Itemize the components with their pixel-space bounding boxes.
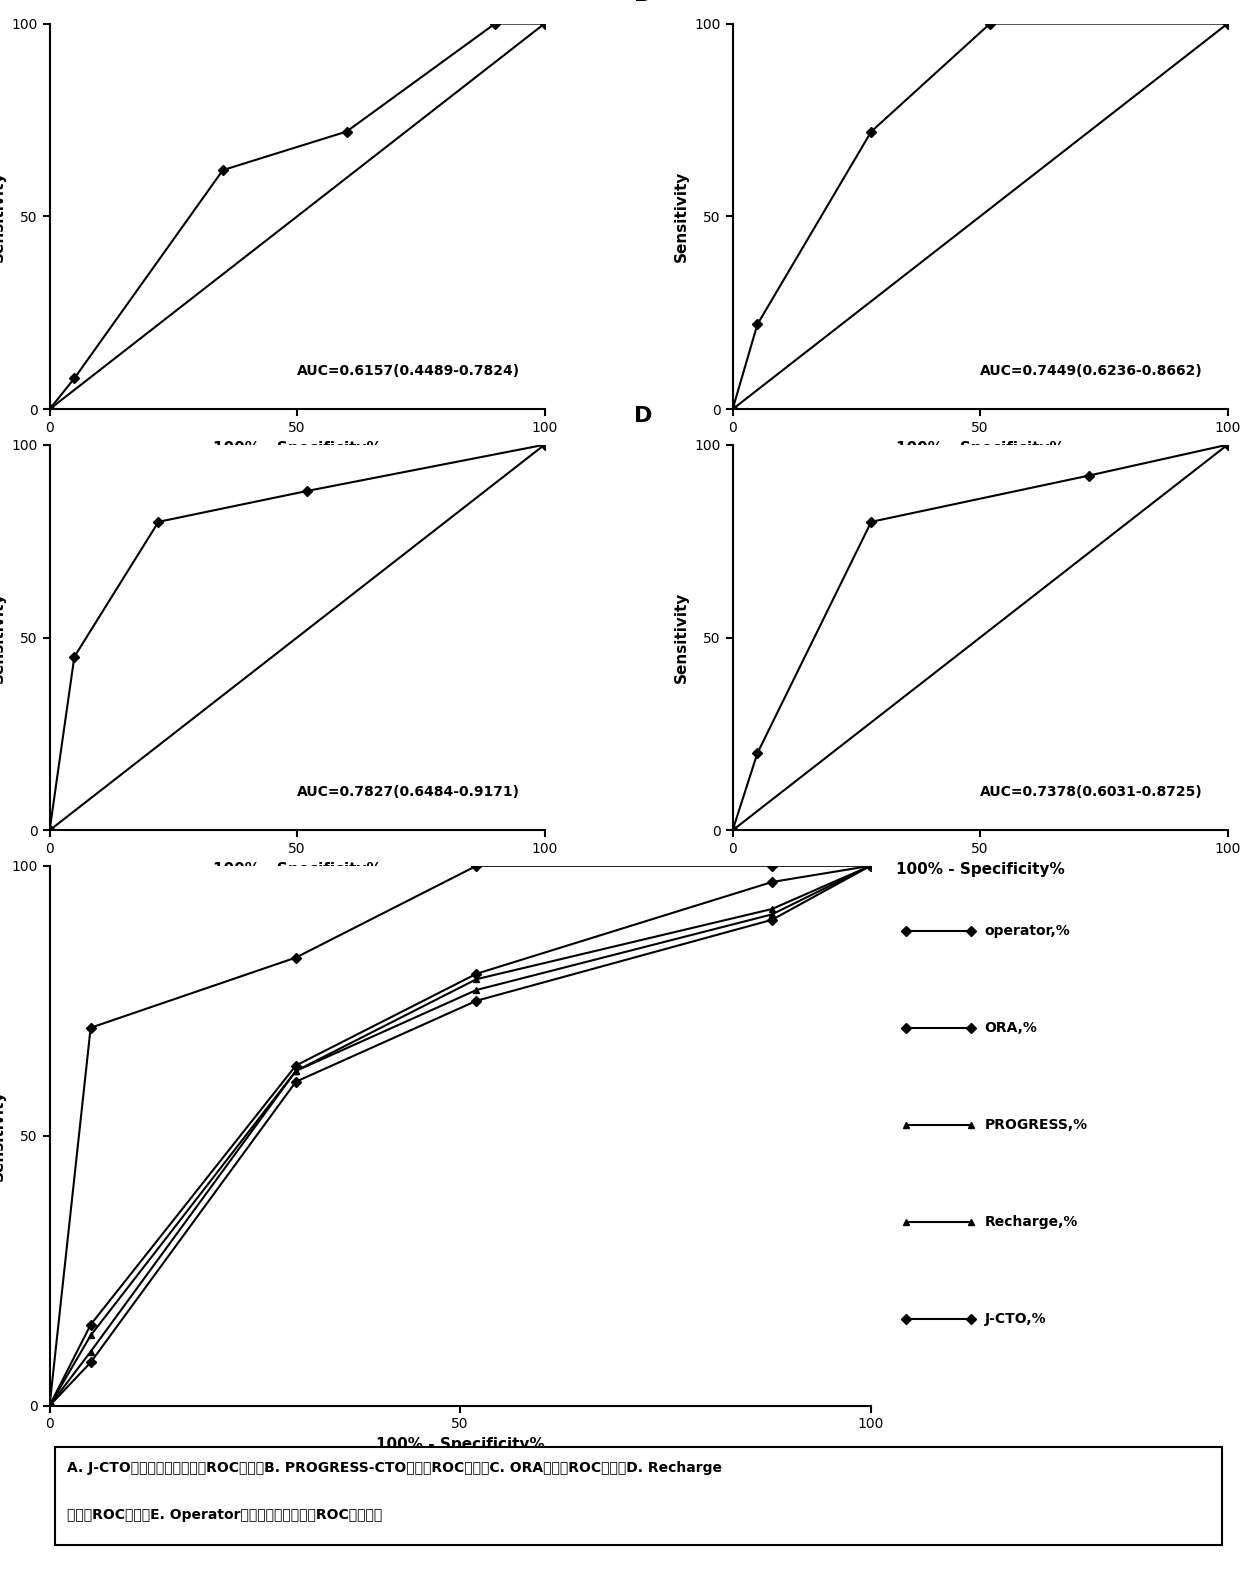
X-axis label: 100% - Specificity%: 100% - Specificity% [213, 441, 382, 455]
Y-axis label: Sensitivity: Sensitivity [673, 170, 689, 263]
Y-axis label: Sensitivity: Sensitivity [0, 592, 6, 683]
Y-axis label: Sensitivity: Sensitivity [673, 592, 689, 683]
Y-axis label: Sensitivity: Sensitivity [0, 170, 6, 263]
Text: B: B [634, 0, 651, 5]
Text: ORA,%: ORA,% [985, 1022, 1038, 1034]
X-axis label: 100% - Specificity%: 100% - Specificity% [895, 861, 1064, 877]
Text: operator,%: operator,% [985, 924, 1070, 938]
Text: A. J-CTO评分预测技术成功的ROC曲线；B. PROGRESS-CTO评分的ROC曲线；C. ORA评分的ROC曲线；D. Recharge: A. J-CTO评分预测技术成功的ROC曲线；B. PROGRESS-CTO评分… [67, 1461, 722, 1475]
Text: AUC=0.6157(0.4489-0.7824): AUC=0.6157(0.4489-0.7824) [298, 364, 521, 378]
Text: J-CTO,%: J-CTO,% [985, 1313, 1047, 1327]
X-axis label: 100% - Specificity%: 100% - Specificity% [213, 861, 382, 877]
Text: Recharge,%: Recharge,% [985, 1215, 1078, 1229]
Y-axis label: Sensitivity: Sensitivity [0, 1091, 6, 1182]
Text: AUC=0.7449(0.6236-0.8662): AUC=0.7449(0.6236-0.8662) [980, 364, 1203, 378]
Text: AUC=0.7827(0.6484-0.9171): AUC=0.7827(0.6484-0.9171) [298, 785, 520, 800]
Text: AUC=0.7378(0.6031-0.8725): AUC=0.7378(0.6031-0.8725) [980, 785, 1203, 800]
Text: D: D [634, 406, 652, 427]
Text: PROGRESS,%: PROGRESS,% [985, 1118, 1087, 1132]
Text: 评分的ROC曲线；E. Operator评分与各评分系统的ROC曲线比较: 评分的ROC曲线；E. Operator评分与各评分系统的ROC曲线比较 [67, 1508, 382, 1522]
X-axis label: 100% - Specificity%: 100% - Specificity% [895, 441, 1064, 455]
X-axis label: 100% - Specificity%: 100% - Specificity% [376, 1437, 544, 1451]
